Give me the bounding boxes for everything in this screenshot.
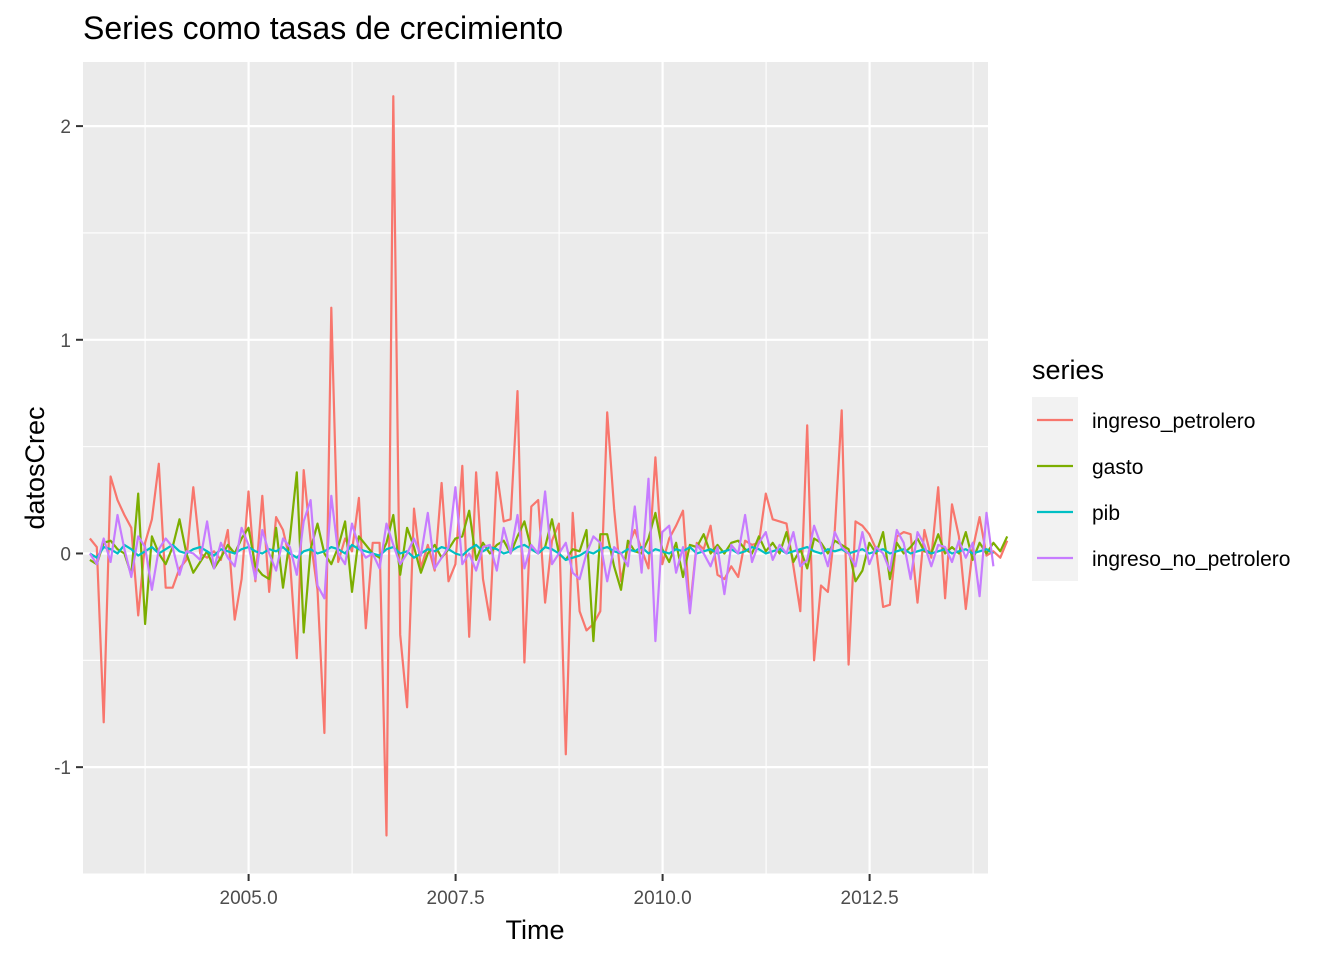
legend-label: ingreso_petrolero bbox=[1092, 410, 1255, 433]
x-axis-title: Time bbox=[506, 915, 565, 945]
legend-label: gasto bbox=[1092, 456, 1143, 479]
y-axis: -1 0 1 2 bbox=[54, 117, 83, 779]
legend-title: series bbox=[1032, 355, 1104, 385]
legend: series ingreso_petrolerogastopibingreso_… bbox=[1032, 355, 1290, 581]
grid-major bbox=[83, 62, 988, 874]
y-tick-label: 1 bbox=[60, 331, 71, 352]
y-tick-label: 0 bbox=[60, 544, 71, 565]
chart-title: Series como tasas de crecimiento bbox=[83, 10, 563, 46]
grid-minor bbox=[83, 62, 988, 875]
x-tick-label: 2012.5 bbox=[841, 888, 899, 909]
x-tick-label: 2007.5 bbox=[427, 888, 485, 909]
series-line-ingreso-no-petrolero bbox=[88, 477, 995, 643]
y-tick-label: -1 bbox=[54, 758, 71, 779]
x-axis: 2005.0 2007.5 2010.0 2012.5 bbox=[220, 874, 899, 909]
series-lines bbox=[88, 95, 1009, 837]
x-tick-label: 2005.0 bbox=[220, 888, 278, 909]
x-tick-label: 2010.0 bbox=[634, 888, 692, 909]
y-axis-title: datosCrec bbox=[20, 406, 50, 529]
series-line-ingreso-petrolero bbox=[89, 95, 1009, 837]
series-line-pib bbox=[89, 543, 994, 562]
legend-label: ingreso_no_petrolero bbox=[1092, 548, 1290, 571]
y-tick-label: 2 bbox=[60, 117, 71, 138]
plot-panel bbox=[83, 62, 988, 874]
legend-label: pib bbox=[1092, 502, 1120, 525]
